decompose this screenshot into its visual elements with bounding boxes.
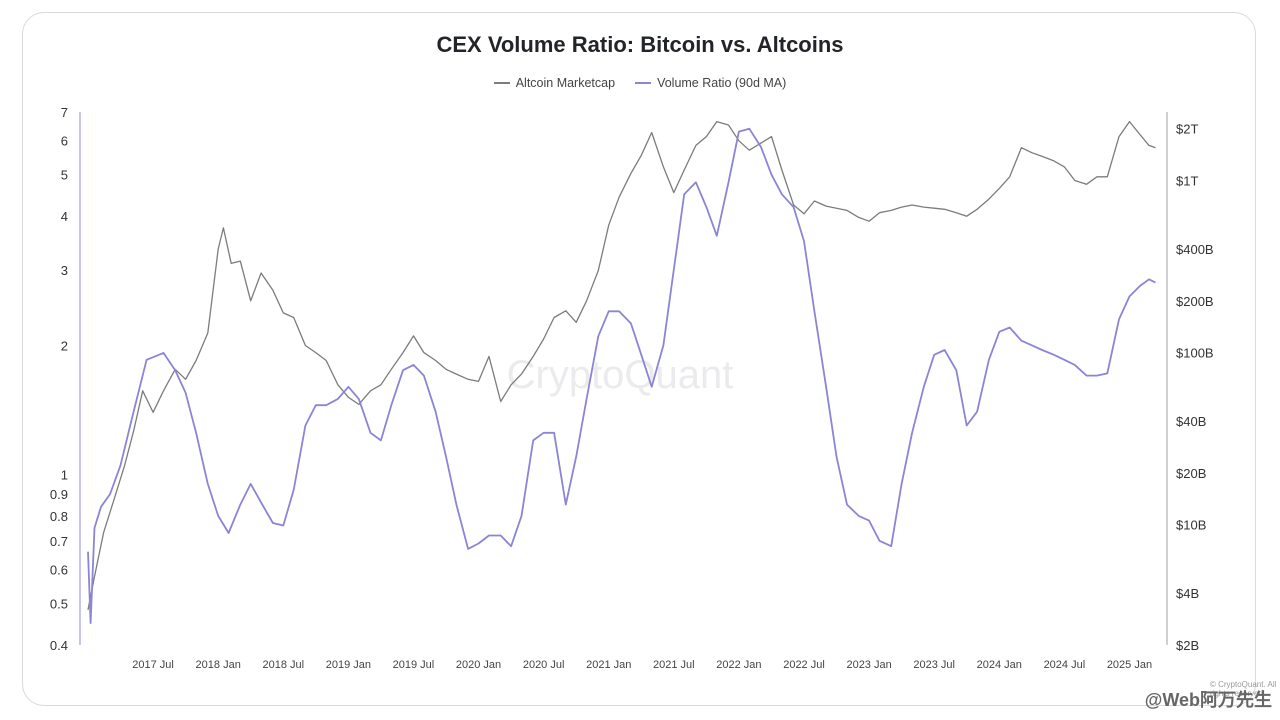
legend-item-volume-ratio[interactable]: Volume Ratio (90d MA): [635, 76, 786, 90]
chart-legend: Altcoin Marketcap Volume Ratio (90d MA): [0, 76, 1280, 90]
left-tick-label: 0.5: [50, 596, 68, 611]
legend-swatch-altcoin: [493, 82, 510, 84]
left-tick-label: 0.6: [50, 562, 68, 577]
right-tick-label: $2T: [1176, 122, 1198, 137]
chart-card: [22, 12, 1256, 706]
right-tick-label: $100B: [1176, 346, 1214, 361]
x-tick-label: 2024 Jan: [977, 659, 1022, 671]
x-tick-label: 2019 Jan: [326, 659, 371, 671]
left-tick-label: 2: [61, 338, 68, 353]
corner-watermark: @Web阿万先生: [1144, 690, 1272, 710]
x-tick-label: 2022 Jul: [783, 659, 825, 671]
x-tick-label: 2020 Jul: [523, 659, 565, 671]
right-tick-label: $10B: [1176, 518, 1206, 533]
left-tick-label: 7: [61, 105, 68, 120]
left-tick-label: 0.8: [50, 509, 68, 524]
right-tick-label: $200B: [1176, 294, 1214, 309]
x-tick-labels: 2017 Jul 2018 Jan 2018 Jul 2019 Jan 2019 Jul…: [132, 659, 1152, 671]
copyright-note: © CryptoQuant. All rights reserved: [1210, 680, 1277, 698]
left-tick-label: 3: [61, 263, 68, 278]
x-tick-label: 2018 Jan: [196, 659, 241, 671]
left-tick-label: 0.7: [50, 534, 68, 549]
x-tick-label: 2024 Jul: [1044, 659, 1086, 671]
x-tick-label: 2023 Jan: [846, 659, 891, 671]
right-tick-label: $40B: [1176, 414, 1206, 429]
right-tick-label: $1T: [1176, 173, 1198, 188]
left-tick-label: 0.4: [50, 638, 68, 653]
series-layer: [87, 120, 1156, 624]
x-tick-label: 2017 Jul: [132, 659, 174, 671]
x-tick-label: 2019 Jul: [393, 659, 435, 671]
x-tick-label: 2023 Jul: [913, 659, 955, 671]
chart-title: CEX Volume Ratio: Bitcoin vs. Altcoins: [436, 32, 844, 57]
left-tick-label: 0.9: [50, 487, 68, 502]
x-tick-label: 2022 Jan: [716, 659, 761, 671]
right-tick-label: $20B: [1176, 466, 1206, 481]
left-tick-label: 6: [61, 134, 68, 149]
x-tick-label: 2020 Jan: [456, 659, 501, 671]
x-tick-label: 2021 Jul: [653, 659, 695, 671]
x-tick-label: 2021 Jan: [586, 659, 631, 671]
right-tick-label: $4B: [1176, 586, 1199, 601]
right-tick-label: $2B: [1176, 638, 1199, 653]
left-tick-label: 1: [61, 467, 68, 482]
right-tick-labels: $2B $4B $10B $20B $40B $100B $200B $400B $1T $2T: [1176, 122, 1214, 653]
legend-item-altcoin-marketcap[interactable]: Altcoin Marketcap: [493, 76, 616, 90]
x-tick-label: 2018 Jul: [262, 659, 304, 671]
left-tick-labels: 0.4 0.5 0.6 0.7 0.8 0.9 1 2 3 4 5 6 7: [50, 105, 68, 653]
volume-ratio-line: [87, 127, 1156, 624]
watermark-text: CryptoQuant: [507, 353, 734, 397]
left-tick-label: 4: [61, 209, 68, 224]
right-tick-label: $400B: [1176, 242, 1214, 257]
legend-swatch-volume-ratio: [635, 82, 652, 84]
left-tick-label: 5: [61, 168, 68, 183]
legend-label-altcoin: Altcoin Marketcap: [515, 76, 616, 90]
legend-label-volume-ratio: Volume Ratio (90d MA): [657, 76, 787, 90]
x-tick-label: 2025 Jan: [1107, 659, 1152, 671]
altcoin-marketcap-line: [87, 120, 1156, 611]
